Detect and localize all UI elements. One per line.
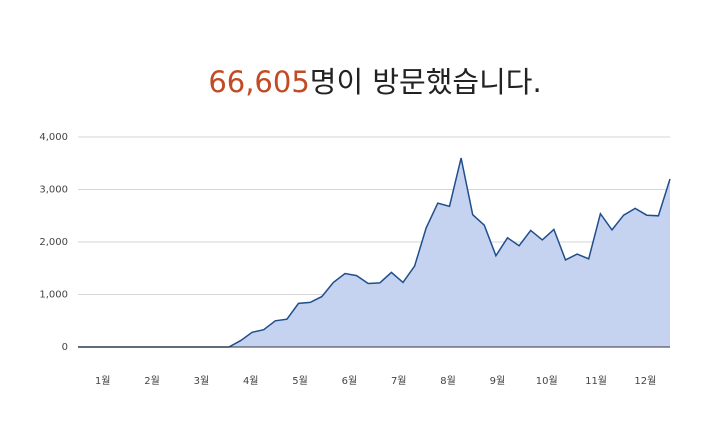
- x-tick-label: 5월: [292, 375, 308, 387]
- title-number: 66,605: [208, 65, 309, 99]
- x-tick-label: 6월: [342, 375, 358, 387]
- y-tick-label: 0: [62, 342, 68, 353]
- x-tick-label: 11월: [585, 375, 607, 387]
- x-tick-label: 7월: [391, 375, 407, 387]
- chart-title: 66,605명이 방문했습니다.: [208, 65, 541, 99]
- y-tick-label: 4,000: [39, 132, 68, 143]
- x-tick-label: 12월: [634, 375, 656, 387]
- x-tick-label: 2월: [144, 375, 160, 387]
- y-tick-label: 3,000: [39, 185, 68, 196]
- title-text: 명이 방문했습니다.: [310, 65, 542, 99]
- x-tick-label: 4월: [243, 375, 259, 387]
- x-tick-label: 8월: [440, 375, 456, 387]
- y-tick-label: 1,000: [39, 290, 68, 301]
- x-tick-label: 10월: [536, 375, 558, 387]
- y-tick-label: 2,000: [39, 237, 68, 248]
- x-tick-label: 1월: [95, 375, 111, 387]
- area-fill: [78, 158, 670, 347]
- x-tick-label: 9월: [490, 375, 506, 387]
- x-tick-label: 3월: [194, 375, 210, 387]
